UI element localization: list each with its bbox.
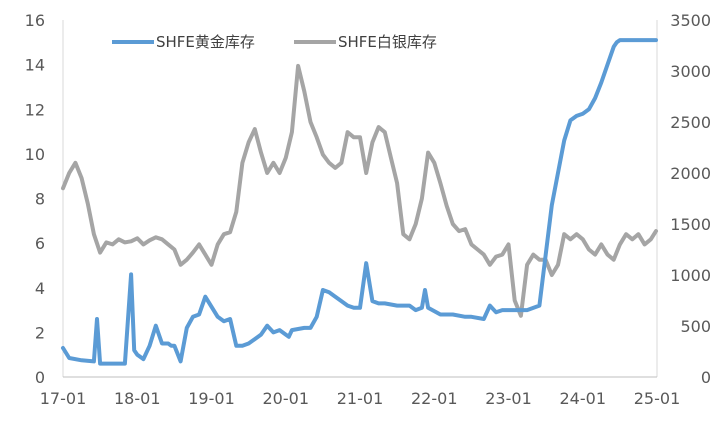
silver-inventory-line <box>61 63 658 318</box>
gold-inventory-line <box>61 38 658 366</box>
x-tick-label: 25-01 <box>634 389 681 408</box>
plot-area <box>62 20 658 378</box>
x-tick-label: 20-01 <box>263 389 310 408</box>
series-layer <box>61 38 658 366</box>
x-tick-label: 19-01 <box>188 389 235 408</box>
left-y-tick-label: 6 <box>35 234 45 253</box>
legend-label-silver: SHFE白银库存 <box>338 33 437 51</box>
x-tick-label: 21-01 <box>337 389 384 408</box>
legend: SHFE黄金库存 SHFE白银库存 <box>112 33 437 51</box>
right-y-tick-label: 3500 <box>670 11 711 30</box>
left-y-tick-label: 2 <box>35 323 45 342</box>
x-tick-label: 22-01 <box>411 389 458 408</box>
x-tick-label: 18-01 <box>114 389 161 408</box>
left-y-tick-label: 12 <box>25 100 45 119</box>
legend-label-gold: SHFE黄金库存 <box>156 33 255 51</box>
left-y-tick-label: 4 <box>35 279 45 298</box>
left-y-tick-label: 0 <box>35 368 45 387</box>
right-y-tick-label: 0 <box>701 368 711 387</box>
x-tick-label: 17-01 <box>40 389 87 408</box>
right-y-tick-label: 500 <box>680 317 711 336</box>
right-y-tick-label: 2500 <box>670 113 711 132</box>
left-y-tick-label: 16 <box>25 11 45 30</box>
x-tick-label: 24-01 <box>560 389 607 408</box>
right-y-tick-label: 1500 <box>670 215 711 234</box>
left-y-tick-label: 10 <box>25 145 45 164</box>
right-y-tick-label: 3000 <box>670 62 711 81</box>
left-y-tick-label: 14 <box>25 56 45 75</box>
left-y-tick-label: 8 <box>35 190 45 209</box>
right-y-tick-label: 1000 <box>670 266 711 285</box>
right-y-tick-label: 2000 <box>670 164 711 183</box>
right-y-axis: 0 500 1000 1500 2000 2500 3000 3500 <box>670 11 711 387</box>
x-axis: 17-01 18-01 19-01 20-01 21-01 22-01 23-01 24-01… <box>40 389 681 408</box>
x-tick-label: 23-01 <box>485 389 532 408</box>
left-y-axis: 0 2 4 6 8 10 12 14 16 <box>25 11 45 387</box>
